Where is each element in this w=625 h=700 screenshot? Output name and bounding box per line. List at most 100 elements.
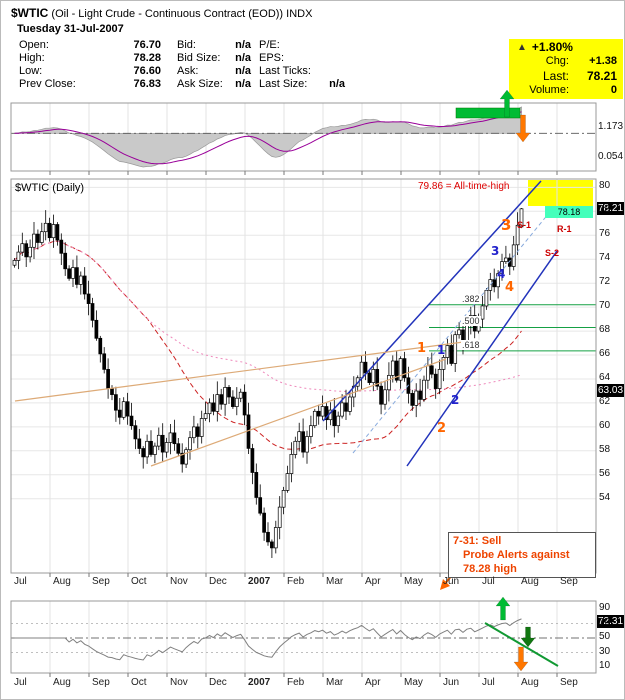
elliott-wave-label: 1 (437, 343, 446, 357)
month-label: Mar (326, 677, 344, 688)
low-label: Low: (19, 65, 43, 77)
month-label: 2007 (248, 677, 271, 688)
rsi-axis-label: 30 (599, 645, 611, 657)
prev-close-label: Prev Close: (19, 78, 76, 90)
month-label: Sep (560, 576, 578, 587)
month-label: Jul (14, 576, 27, 587)
main-chart-label: $WTIC (Daily) (15, 182, 85, 194)
elliott-wave-label: 3 (501, 216, 512, 234)
price-axis-label: 64 (599, 371, 611, 383)
volume-label: Volume: (529, 83, 569, 96)
month-label: Jul (482, 576, 495, 587)
last-value: 78.21 (586, 68, 617, 83)
month-label: Dec (209, 677, 227, 688)
month-label: Sep (92, 576, 110, 587)
month-label: Apr (365, 576, 381, 587)
open-value: 76.70 (133, 39, 161, 51)
macd-value-1: 1.173 (598, 121, 624, 132)
elliott-wave-label: 3 (491, 244, 500, 258)
elliott-wave-label: 2 (437, 421, 447, 436)
month-label: May (404, 576, 423, 587)
last-price-tag: 78.21 (597, 202, 624, 215)
sell-alert-note: 7-31: Sell Probe Alerts against 78.28 hi… (448, 532, 596, 578)
support-resistance-label: R-1 (557, 224, 572, 234)
ask-size-label: Ask Size: (177, 78, 223, 90)
rsi-value-tag: 72.31 (597, 615, 624, 628)
month-label: Aug (53, 677, 71, 688)
ma-price-tag: 63.03 (597, 384, 624, 397)
percent-change: +1.80% (531, 40, 573, 54)
last-size-label: Last Size: (259, 78, 308, 90)
sell-note-line1: 7-31: Sell (453, 535, 502, 547)
month-label: Jul (482, 677, 495, 688)
bid-value: n/a (235, 39, 251, 51)
volume-value: 0 (610, 83, 617, 96)
bid-size-value: n/a (235, 52, 251, 64)
chg-value: +1.38 (589, 55, 617, 68)
up-triangle-icon: ▲ (517, 42, 527, 53)
pe-label: P/E: (259, 39, 280, 51)
price-axis-label: 80 (599, 180, 611, 192)
price-axis-label: 66 (599, 348, 611, 360)
month-label: Oct (131, 576, 147, 587)
sell-note-line3: 78.28 high (463, 563, 517, 575)
month-label: Jun (443, 576, 460, 587)
fib-label: .618 (461, 339, 481, 350)
fib-label: .500 (461, 316, 481, 327)
month-label: Sep (560, 677, 578, 688)
rsi-axis-label: 70 (599, 616, 611, 628)
month-label: Aug (53, 576, 71, 587)
ask-size-value: n/a (235, 78, 251, 90)
price-axis-label: 54 (599, 491, 611, 503)
all-time-high-note: 79.86 = All-time-high (418, 181, 510, 192)
symbol-description: (Oil - Light Crude - Continuous Contract… (51, 8, 313, 20)
month-label: Aug (521, 677, 539, 688)
chart-title: $WTIC (Oil - Light Crude - Continuous Co… (11, 6, 312, 20)
month-label: Aug (521, 576, 539, 587)
month-label: Nov (170, 576, 188, 587)
change-summary-box: ▲ +1.80% Chg: +1.38 Last: 78.21 Volume: … (509, 39, 623, 99)
rsi-axis-label: 90 (599, 602, 611, 613)
fib-label: .382 (461, 293, 481, 304)
quote-date: Tuesday 31-Jul-2007 (17, 23, 124, 35)
bid-size-label: Bid Size: (177, 52, 221, 64)
sell-note-line2: Probe Alerts against (463, 549, 570, 561)
bid-label: Bid: (177, 39, 196, 51)
eps-label: EPS: (259, 52, 285, 64)
high-value: 78.28 (133, 52, 161, 64)
price-axis-label: 72 (599, 276, 611, 288)
month-label: Dec (209, 576, 227, 587)
elliott-wave-label: 2 (451, 393, 460, 407)
open-label: Open: (19, 39, 49, 51)
price-axis-label: 78 (599, 204, 611, 216)
price-axis-label: 76 (599, 228, 611, 240)
elliott-wave-label: 4 (505, 280, 515, 295)
rsi-axis-label: 50 (599, 631, 611, 642)
price-axis-label: 68 (599, 324, 611, 336)
month-label: 2007 (248, 576, 271, 587)
month-label: Mar (326, 576, 344, 587)
month-label: Feb (287, 576, 305, 587)
low-value: 76.60 (133, 65, 161, 77)
month-label: Apr (365, 677, 381, 688)
price-axis-label: 70 (599, 300, 611, 312)
price-axis-label: 62 (599, 395, 611, 407)
ask-value: n/a (235, 65, 251, 77)
last-size-value: n/a (329, 78, 345, 90)
month-label: Nov (170, 677, 188, 688)
last-label: Last: (542, 68, 569, 83)
symbol: $WTIC (11, 6, 49, 20)
support-resistance-label: S-1 (517, 220, 532, 230)
price-axis-label: 58 (599, 443, 611, 455)
chg-label: Chg: (545, 55, 569, 68)
last-ticks-label: Last Ticks: (259, 65, 311, 77)
month-label: Feb (287, 677, 305, 688)
price-callout-7818: 78.18 (545, 206, 593, 218)
macd-value-2: 0.054 (598, 151, 624, 162)
price-axis-label: 74 (599, 252, 611, 264)
high-label: High: (19, 52, 45, 64)
month-label: Sep (92, 677, 110, 688)
elliott-wave-label: 4 (497, 267, 506, 281)
ask-label: Ask: (177, 65, 199, 77)
